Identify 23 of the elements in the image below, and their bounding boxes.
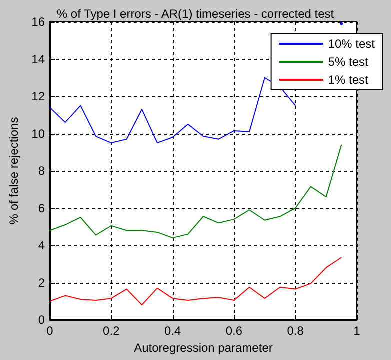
y-tick-label: 6 <box>38 201 46 216</box>
x-axis-title: Autoregression parameter <box>134 341 273 355</box>
y-tick-label: 4 <box>38 238 46 252</box>
legend-label: 10% test <box>328 37 376 51</box>
x-tick-label: 0.2 <box>103 324 120 338</box>
line-series <box>50 144 342 239</box>
x-tick-label: 0.8 <box>287 324 304 338</box>
y-tick-label: 12 <box>32 90 46 104</box>
x-tick-label: 0.6 <box>226 324 243 338</box>
x-tick-label: 0 <box>46 324 54 338</box>
chart-title: % of Type I errors - AR(1) timeseries - corrected test <box>56 7 335 21</box>
y-tick-label: 0 <box>38 313 46 327</box>
y-tick-label: 14 <box>32 52 46 66</box>
y-tick-label: 16 <box>32 15 46 29</box>
x-tick-label: 0.4 <box>164 324 182 338</box>
y-axis-title: % of false rejections <box>7 117 21 225</box>
y-tick-label: 8 <box>38 164 46 178</box>
line-series <box>50 257 342 306</box>
legend-label: 5% test <box>328 55 369 69</box>
x-tick-label: 1 <box>354 324 361 338</box>
legend-label: 1% test <box>328 73 369 87</box>
y-tick-label: 10 <box>32 126 46 141</box>
y-tick-label: 2 <box>38 276 46 290</box>
